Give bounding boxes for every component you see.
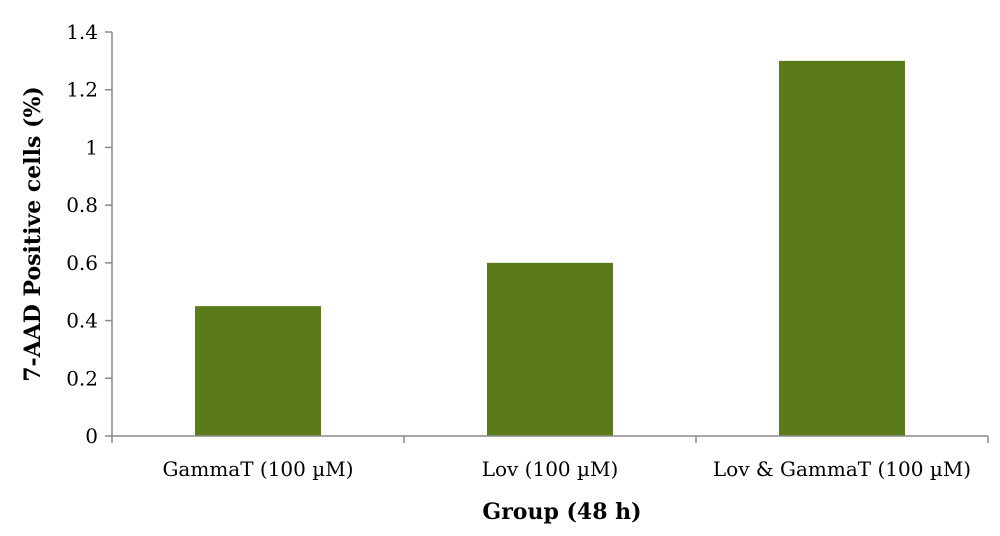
bar-2	[487, 262, 613, 436]
y-tick-label: 0.2	[66, 366, 98, 390]
y-tick-label: 0	[85, 424, 98, 448]
y-tick-label: 1.2	[66, 78, 98, 102]
x-axis-title: Group (48 h)	[482, 499, 641, 525]
y-tick-label: 1.4	[66, 20, 98, 44]
x-tick-label: Lov (100 µM)	[482, 457, 619, 481]
y-tick-label: 0.8	[66, 193, 98, 217]
y-tick-label: 0.6	[66, 251, 98, 275]
y-tick-label: 1	[85, 135, 98, 159]
y-axis-title: 7-AAD Positive cells (%)	[20, 86, 46, 382]
bars-group	[195, 60, 905, 436]
bar-3	[779, 60, 905, 436]
bar-1	[195, 306, 321, 436]
x-tick-label: Lov & GammaT (100 µM)	[713, 457, 971, 481]
y-tick-label: 0.4	[66, 309, 98, 333]
y-ticks-group: 0 0.2 0.4 0.6 0.8 1 1.2 1.4	[66, 20, 112, 448]
x-ticks-group: GammaT (100 µM) Lov (100 µM) Lov & GammaT …	[111, 436, 989, 481]
x-tick-label: GammaT (100 µM)	[162, 457, 353, 481]
